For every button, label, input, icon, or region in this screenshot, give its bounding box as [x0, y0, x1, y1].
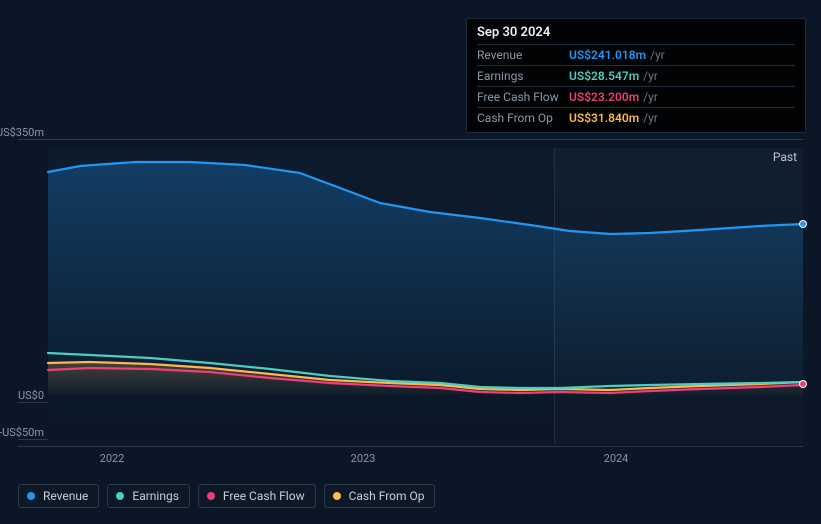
legend-item-fcf[interactable]: Free Cash Flow [198, 484, 316, 508]
tooltip-unit: /yr [650, 47, 665, 63]
endpoint-marker-lower [800, 381, 807, 388]
legend: Revenue Earnings Free Cash Flow Cash From O… [18, 484, 435, 508]
tooltip-row-revenue: RevenueUS$241.018m/yr [477, 44, 795, 65]
tooltip-date: Sep 30 2024 [477, 25, 795, 44]
legend-label: Revenue [43, 489, 88, 503]
tooltip-unit: /yr [643, 68, 658, 84]
legend-dot-icon [207, 492, 215, 500]
past-label: Past [773, 150, 797, 164]
legend-item-cashop[interactable]: Cash From Op [324, 484, 436, 508]
legend-label: Cash From Op [349, 489, 425, 503]
x-tick-2024: 2024 [604, 452, 629, 465]
tooltip-value: US$31.840m [569, 110, 639, 126]
legend-label: Earnings [132, 489, 179, 503]
x-tick-2022: 2022 [100, 452, 125, 465]
tooltip-unit: /yr [643, 110, 658, 126]
y-tick-neg50: -US$50m [0, 426, 44, 439]
legend-dot-icon [27, 492, 35, 500]
tooltip-value: US$23.200m [569, 89, 639, 105]
tooltip-label: Revenue [477, 47, 569, 63]
y-tick-0: US$0 [0, 389, 44, 402]
x-tick-2023: 2023 [351, 452, 376, 465]
tooltip-row-fcf: Free Cash FlowUS$23.200m/yr [477, 86, 795, 107]
legend-item-revenue[interactable]: Revenue [18, 484, 99, 508]
tooltip-unit: /yr [643, 89, 658, 105]
legend-label: Free Cash Flow [223, 489, 305, 503]
tooltip-row-earnings: EarningsUS$28.547m/yr [477, 65, 795, 86]
legend-item-earnings[interactable]: Earnings [107, 484, 190, 508]
tooltip-value: US$241.018m [569, 47, 646, 63]
tooltip-label: Free Cash Flow [477, 89, 569, 105]
tooltip-label: Cash From Op [477, 110, 569, 126]
tooltip-label: Earnings [477, 68, 569, 84]
endpoint-marker-revenue [800, 221, 807, 228]
tooltip-value: US$28.547m [569, 68, 639, 84]
legend-dot-icon [116, 492, 124, 500]
tooltip-row-cashop: Cash From OpUS$31.840m/yr [477, 107, 795, 128]
area-revenue [48, 162, 803, 395]
legend-dot-icon [333, 492, 341, 500]
hover-tooltip: Sep 30 2024 RevenueUS$241.018m/yrEarning… [466, 18, 806, 133]
y-tick-350: US$350m [0, 126, 44, 139]
